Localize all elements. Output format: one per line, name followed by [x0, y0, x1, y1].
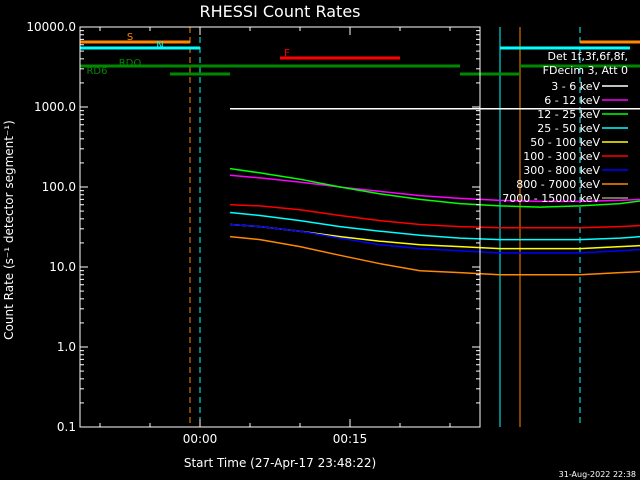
legend-entry-label: 12 - 25 keV	[537, 108, 600, 121]
y-tick-label: 10000.0	[26, 20, 76, 34]
y-tick-label: 10.0	[49, 260, 76, 274]
chart-title: RHESSI Count Rates	[200, 2, 361, 21]
y-tick-label: 0.1	[57, 420, 76, 434]
legend-entry-label: 25 - 50 keV	[537, 122, 600, 135]
plot-frame	[79, 26, 481, 428]
x-tick-label: 00:15	[333, 432, 368, 446]
y-tick-label: 100.0	[42, 180, 76, 194]
legend-entry-label: 800 - 7000 keV	[516, 178, 600, 191]
legend-entry-label: 50 - 100 keV	[530, 136, 600, 149]
flag-label: N	[156, 40, 163, 51]
series-line	[229, 223, 640, 254]
series-line	[229, 223, 640, 250]
legend-entry-label: 3 - 6 keV	[551, 80, 600, 93]
legend-header: FDecim 3, Att 0	[543, 64, 628, 77]
series-line	[229, 211, 640, 241]
series-line	[230, 108, 640, 110]
series-line	[229, 203, 640, 229]
legend: Det 1f,3f,6f,8f,FDecim 3, Att 0 3 - 6 keV…	[502, 50, 628, 205]
plot-area: S N F RDO RD6	[79, 27, 640, 427]
legend-entry-label: 6 - 12 keV	[544, 94, 600, 107]
axes: 0.1 1.0 10.0 100.0 1000.0 10000.0 00:00 00:15	[26, 20, 481, 446]
series-line	[229, 167, 640, 208]
series-line	[229, 235, 640, 276]
y-axis-label: Count Rate (s⁻¹ detector segment⁻¹)	[2, 120, 16, 340]
timestamp-label: 31-Aug-2022 22:38	[559, 470, 636, 479]
x-tick-label: 00:00	[183, 432, 218, 446]
legend-entry-label: 100 - 300 keV	[523, 150, 600, 163]
flag-label: RDO	[119, 58, 142, 69]
legend-entry-label: 300 - 800 keV	[523, 164, 600, 177]
legend-header: Det 1f,3f,6f,8f,	[547, 50, 628, 63]
y-tick-label: 1.0	[57, 340, 76, 354]
flag-label: F	[284, 48, 290, 59]
flag-label: RD6	[86, 66, 107, 77]
x-axis-label: Start Time (27-Apr-17 23:48:22)	[184, 456, 376, 470]
legend-entry-label: 7000 - 15000 keV	[502, 192, 600, 205]
flag-label: S	[127, 32, 133, 43]
y-tick-label: 1000.0	[34, 100, 76, 114]
